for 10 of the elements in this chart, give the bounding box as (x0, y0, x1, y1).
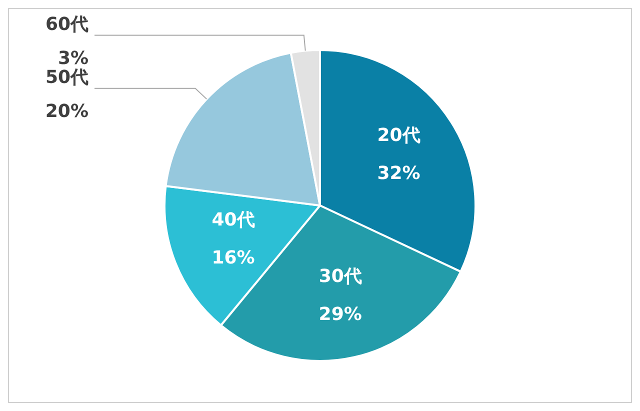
data-label: 29% (318, 304, 362, 326)
data-label: 3% (58, 48, 88, 69)
slice-label: 30代 (318, 266, 362, 288)
data-label: 16% (212, 248, 255, 269)
slice-label: 60代 (45, 14, 88, 35)
data-label: 32% (377, 163, 420, 184)
slice-label: 20代 (377, 125, 420, 146)
data-label: 20% (45, 101, 88, 122)
slice-label: 40代 (212, 210, 255, 231)
slice-label: 50代 (45, 67, 88, 88)
